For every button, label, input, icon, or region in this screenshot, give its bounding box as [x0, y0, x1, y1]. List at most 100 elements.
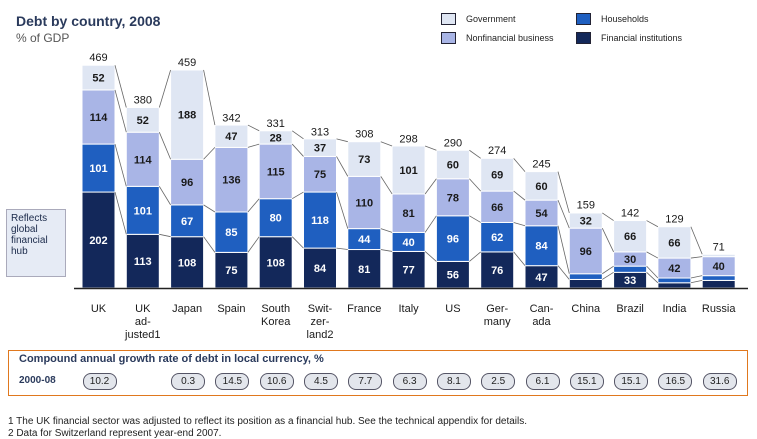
growth-period: 2000-08 — [19, 375, 56, 386]
connector-line — [247, 198, 260, 213]
segment-value-label: 78 — [447, 192, 459, 204]
category-label: France — [347, 303, 381, 315]
bar-segment — [347, 175, 382, 230]
connector-line — [247, 124, 260, 132]
legend-item-households: Households — [576, 13, 649, 25]
segment-value-label: 69 — [491, 170, 503, 182]
segment-value-label: 101 — [134, 205, 152, 217]
segment-value-label: 66 — [491, 202, 503, 214]
connector-line — [646, 220, 659, 228]
connector-line — [646, 251, 659, 259]
growth-value-pill: 7.7 — [348, 373, 383, 390]
legend-label-households: Households — [601, 14, 649, 24]
growth-value-pill: 15.1 — [614, 373, 649, 390]
segment-value-label: 81 — [402, 208, 414, 220]
connector-line — [336, 156, 349, 177]
connector-line — [158, 69, 171, 108]
stacked-bar-chart: 202 101 114 52 469 UK 113 101 114 52 380 UK ad-juste… — [74, 52, 748, 341]
connector-line — [114, 65, 127, 108]
connector-line — [690, 256, 703, 259]
bar-segment — [258, 130, 293, 145]
segment-value-label: 115 — [267, 166, 285, 178]
growth-value-pill: 8.1 — [436, 373, 471, 390]
legend-swatch-financial-institutions — [576, 32, 591, 44]
growth-rate-panel: Compound annual growth rate of debt in l… — [8, 350, 748, 396]
bar-segment — [568, 273, 603, 280]
growth-value-pill: 31.6 — [702, 373, 737, 390]
segment-value-label: 56 — [447, 270, 459, 282]
segment-value-label: 101 — [89, 163, 107, 175]
bar-segment — [435, 149, 470, 180]
segment-value-label: 33 — [624, 275, 636, 287]
connector-line — [602, 265, 614, 275]
connector-line — [646, 272, 659, 284]
bar-total-label: 342 — [222, 113, 240, 125]
segment-value-label: 75 — [225, 265, 237, 277]
growth-title: Compound annual growth rate of debt in l… — [19, 353, 324, 365]
connector-line — [291, 130, 304, 140]
connector-line — [203, 204, 216, 213]
segment-value-label: 66 — [624, 231, 636, 243]
connector-line — [159, 233, 171, 238]
bar-total-label: 129 — [665, 214, 683, 226]
legend-swatch-government — [441, 13, 456, 25]
bar-segment — [214, 124, 249, 148]
footnote-2: 2 Data for Switzerland represent year-en… — [8, 428, 222, 439]
bar-segment — [391, 250, 426, 289]
connector-line — [557, 225, 570, 274]
connector-line — [601, 227, 614, 253]
growth-value-pill: 10.2 — [82, 373, 117, 390]
connector-line — [247, 143, 260, 148]
category-label: Spain — [217, 303, 245, 315]
legend-item-government: Government — [441, 13, 516, 25]
segment-value-label: 60 — [447, 160, 459, 172]
segment-value-label: 32 — [580, 216, 592, 228]
bar-segment — [258, 198, 293, 238]
connector-line — [380, 249, 393, 252]
segment-value-label: 73 — [358, 154, 370, 166]
segment-value-label: 62 — [491, 232, 503, 244]
category-label: Brazil — [616, 303, 644, 315]
bar-segment — [568, 227, 603, 275]
segment-value-label: 42 — [668, 263, 680, 275]
segment-value-label: 110 — [355, 198, 373, 210]
growth-value-pill: 10.6 — [259, 373, 294, 390]
bar-segment — [347, 249, 382, 289]
segment-value-label: 81 — [358, 264, 370, 276]
segment-value-label: 85 — [225, 227, 237, 239]
connector-line — [158, 132, 171, 160]
segment-value-label: 66 — [668, 237, 680, 249]
segment-value-label: 52 — [92, 73, 104, 85]
segment-value-label: 76 — [491, 265, 503, 277]
growth-value-pill: 4.5 — [304, 373, 338, 390]
category-label: China — [571, 303, 601, 315]
connector-line — [291, 143, 304, 157]
connector-line — [513, 190, 526, 201]
bar-total-label: 71 — [713, 241, 725, 253]
connector-line — [158, 186, 171, 206]
bar-segment — [303, 138, 337, 157]
legend-item-financial-institutions: Financial institutions — [576, 32, 682, 44]
bar-segment — [170, 204, 205, 238]
bar-total-label: 308 — [355, 129, 373, 141]
bar-total-label: 274 — [488, 145, 506, 157]
connector-line — [424, 145, 437, 151]
connector-line — [291, 191, 304, 200]
segment-value-label: 114 — [90, 112, 109, 124]
bar-segment — [480, 190, 515, 223]
bar-segment — [81, 191, 116, 289]
segment-value-label: 84 — [314, 263, 327, 275]
connector-line — [114, 143, 127, 187]
bar-total-label: 298 — [399, 133, 417, 145]
annotation-financial-hub: Reflects global financial hub — [6, 209, 66, 277]
category-label: Ger-many — [484, 303, 511, 328]
segment-value-label: 96 — [447, 234, 459, 246]
connector-line — [469, 178, 481, 192]
connector-line — [424, 178, 437, 195]
segment-value-label: 202 — [89, 235, 107, 247]
bar-segment — [480, 157, 515, 192]
bar-total-label: 245 — [532, 159, 550, 171]
bar-segment — [81, 89, 116, 145]
connector-line — [602, 212, 614, 221]
chart-title: Debt by country, 2008 — [16, 13, 161, 29]
